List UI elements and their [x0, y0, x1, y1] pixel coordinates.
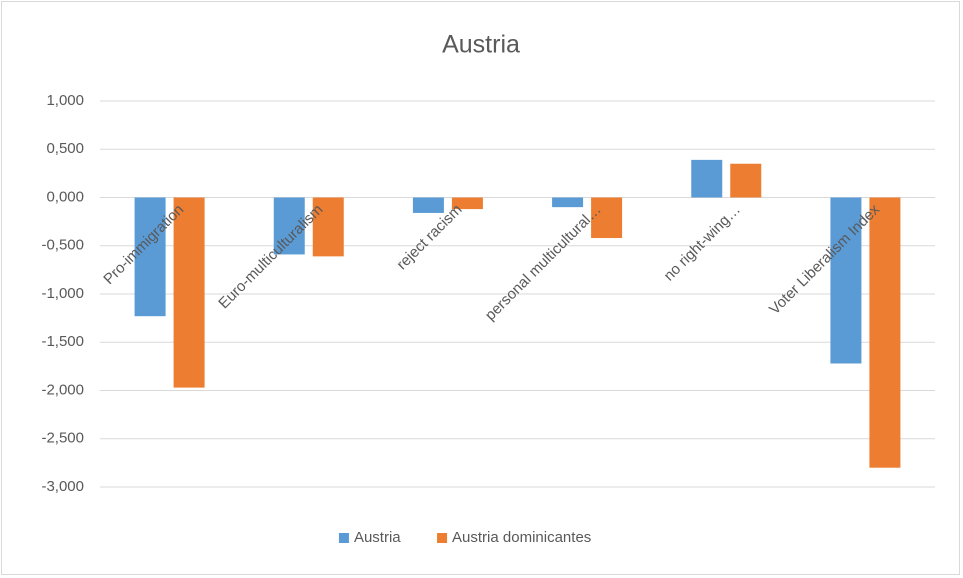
legend-label: Austria	[354, 529, 401, 546]
bar	[691, 159, 723, 198]
bar	[730, 163, 762, 198]
bar	[830, 197, 862, 364]
y-tick-label: -2,000	[41, 381, 84, 398]
y-tick-label: 1,000	[46, 92, 84, 109]
bar	[552, 197, 584, 208]
bar	[273, 197, 305, 255]
bar	[173, 197, 205, 388]
y-tick-label: -0,500	[41, 237, 84, 254]
y-tick-label: -1,500	[41, 333, 84, 350]
y-tick-label: -2,500	[41, 430, 84, 447]
legend-swatch	[338, 533, 349, 543]
legend-swatch	[437, 533, 448, 543]
bar	[312, 197, 344, 257]
chart-title: Austria	[442, 31, 520, 59]
bar	[591, 197, 623, 239]
bar	[134, 197, 166, 317]
bar	[412, 197, 444, 213]
legend-label: Austria dominicantes	[452, 529, 591, 546]
y-tick-label: 0,000	[46, 188, 84, 205]
y-tick-label: 0,500	[46, 140, 84, 157]
bar	[869, 197, 901, 468]
y-tick-label: -1,000	[41, 285, 84, 302]
bar	[451, 197, 483, 210]
y-tick-label: -3,000	[41, 478, 84, 495]
